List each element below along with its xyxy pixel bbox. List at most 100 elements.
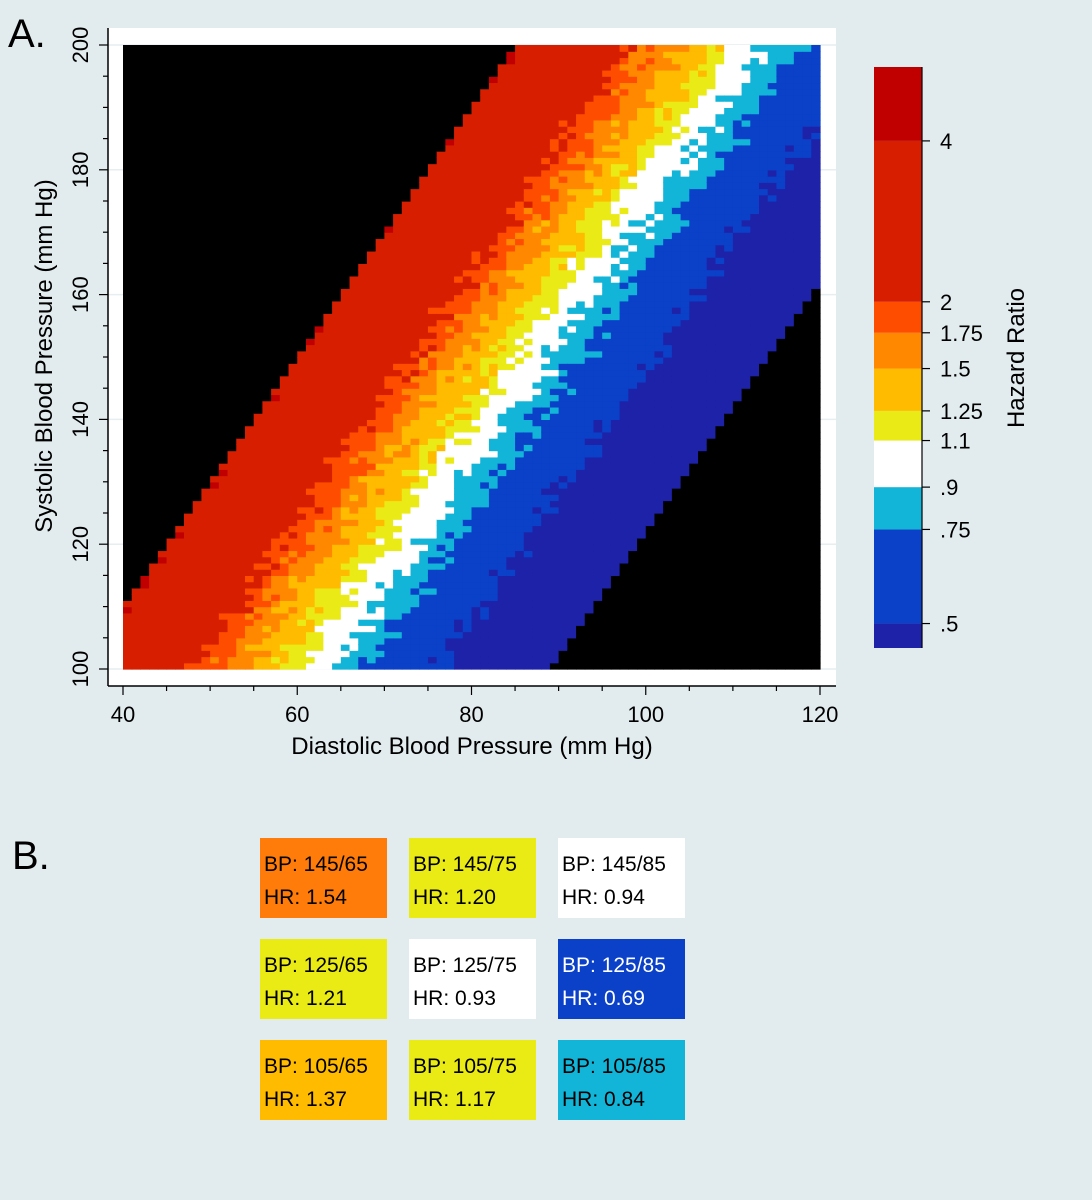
heatmap-cell [227,238,237,246]
heatmap-cell [288,637,298,645]
heatmap-cell [332,513,342,520]
heatmap-cell [366,107,377,115]
heatmap-cell [332,494,342,502]
heatmap-cell [323,388,333,396]
heatmap-cell [445,400,455,408]
heatmap-cell [236,644,246,651]
heatmap-cell [210,132,220,140]
heatmap-cell [218,644,229,651]
heatmap-cell [253,519,263,527]
heatmap-cell [271,456,281,464]
heatmap-cell [279,194,290,202]
heatmap-cell [445,82,455,90]
heatmap-cell [149,612,159,620]
heatmap-cell [549,494,560,502]
heatmap-cell [375,332,385,339]
heatmap-cell [393,344,403,352]
heatmap-cell [149,537,159,545]
heatmap-cell [140,513,150,520]
heatmap-cell [305,381,316,389]
heatmap-cell [218,151,229,158]
heatmap-cell [532,51,542,59]
heatmap-cell [340,307,351,314]
heatmap-cell [227,101,237,108]
heatmap-cell [349,587,359,595]
heatmap-cell [340,388,351,396]
heatmap-cell [157,394,168,402]
heatmap-cell [183,213,194,221]
heatmap-cell [462,344,473,352]
heatmap-cell [436,469,446,477]
heatmap-cell [532,138,542,146]
heatmap-cell [375,263,385,271]
heatmap-cell [523,544,534,552]
heatmap-cell [445,594,455,601]
heatmap-cell [523,76,534,84]
heatmap-cell [271,406,281,414]
heatmap-cell [410,250,420,258]
heatmap-cell [349,525,359,533]
heatmap-cell [288,662,298,670]
heatmap-cell [157,325,168,333]
heatmap-cell [157,406,168,414]
heatmap-cell [323,325,333,333]
heatmap-cell [349,662,359,670]
heatmap-cell [340,531,351,539]
heatmap-cell [549,157,560,165]
heatmap-cell [175,282,185,289]
heatmap-cell [506,394,516,402]
heatmap-cell [436,238,446,246]
heatmap-cell [384,332,394,339]
heatmap-cell [192,475,203,483]
heatmap-cell [271,488,281,495]
heatmap-cell [366,537,377,545]
heatmap-cell [410,82,420,90]
heatmap-cell [410,537,420,545]
heatmap-cell [462,431,473,439]
heatmap-cell [288,269,298,277]
heatmap-cell [332,456,342,464]
heatmap-cell [175,350,185,358]
heatmap-cell [384,119,394,127]
heatmap-cell [271,176,281,183]
heatmap-cell [358,644,368,651]
heatmap-cell [454,325,464,333]
heatmap-cell [497,257,507,264]
heatmap-cell [288,350,298,358]
heatmap-cell [192,107,203,115]
heatmap-cell [445,107,455,115]
heatmap-cell [262,144,272,152]
heatmap-cell [305,176,316,183]
heatmap-cell [314,350,324,358]
heatmap-cell [375,438,385,445]
heatmap-cell [401,556,412,564]
heatmap-cell [253,594,263,601]
heatmap-cell [314,506,324,514]
heatmap-cell [393,431,403,439]
heatmap-cell [532,144,542,152]
heatmap-cell [410,126,420,133]
heatmap-cell [410,469,420,477]
heatmap-cell [140,344,150,352]
heatmap-cell [123,207,133,215]
heatmap-cell [393,375,403,383]
heatmap-cell [218,357,229,364]
heatmap-cell [271,294,281,302]
heatmap-cell [419,275,429,283]
heatmap-cell [262,606,272,614]
heatmap-cell [454,587,464,595]
heatmap-cell [532,456,542,464]
heatmap-cell [410,57,420,65]
heatmap-cell [183,619,194,626]
heatmap-cell [454,406,464,414]
heatmap-cell [393,438,403,445]
heatmap-cell [358,500,368,508]
heatmap-cell [262,169,272,177]
heatmap-cell [506,63,516,71]
heatmap-cell [419,325,429,333]
heatmap-cell [462,182,473,190]
heatmap-cell [175,138,185,146]
heatmap-cell [157,307,168,314]
heatmap-cell [201,400,211,408]
heatmap-cell [541,107,551,115]
